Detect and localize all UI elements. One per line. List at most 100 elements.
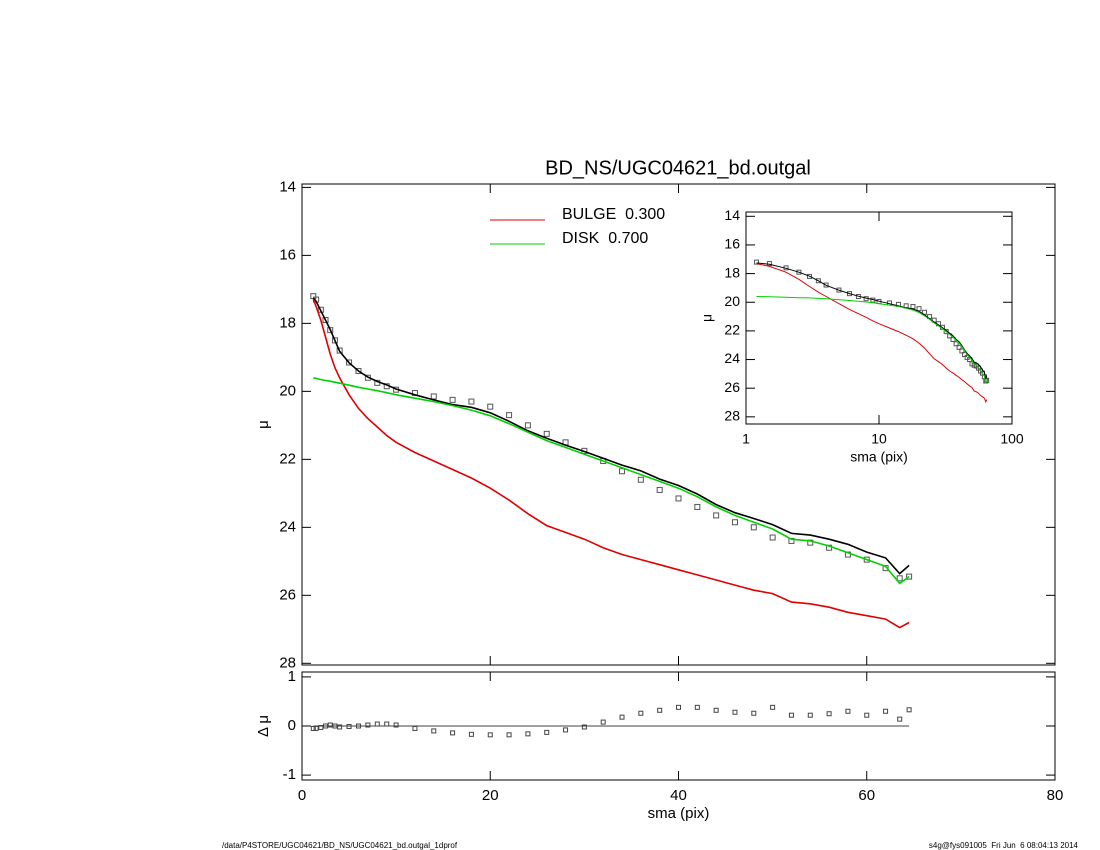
y-tick-label: 18 — [724, 264, 740, 280]
data-point — [769, 534, 776, 541]
data-point — [346, 359, 353, 366]
data-point — [910, 304, 916, 310]
y-tick-label: 26 — [724, 379, 740, 395]
y-axis-label: Δ μ — [255, 715, 272, 737]
data-point — [896, 575, 903, 582]
residual-point — [327, 722, 333, 728]
x-tick-label: 0 — [298, 787, 306, 804]
y-tick-label: 22 — [279, 450, 296, 467]
data-point — [766, 261, 772, 267]
data-point — [806, 273, 812, 279]
residual-point — [788, 712, 794, 718]
residual-point — [807, 712, 813, 718]
residual-point — [864, 712, 870, 718]
data-point — [336, 347, 343, 354]
residual-point — [346, 723, 352, 729]
residual-point — [487, 732, 493, 738]
y-tick-label: 28 — [279, 654, 296, 671]
data-point — [449, 396, 456, 403]
data-point — [327, 327, 334, 334]
data-point — [953, 341, 959, 347]
x-tick-label: 40 — [670, 787, 687, 804]
data-point — [487, 403, 494, 410]
residual-point — [883, 708, 889, 714]
residual-point — [563, 727, 569, 733]
residual-point — [468, 731, 474, 737]
data-point — [619, 468, 626, 475]
residual-point — [384, 721, 390, 727]
data-point — [916, 306, 922, 312]
residual-point — [845, 708, 851, 714]
data-point — [524, 422, 531, 429]
chart-title: BD_NS/UGC04621_bd.outgal — [545, 157, 811, 179]
residual-point — [897, 716, 903, 722]
y-tick-label: 24 — [279, 518, 296, 535]
data-point — [796, 269, 802, 275]
data-point — [543, 430, 550, 437]
residual-point — [600, 719, 606, 725]
residual-point — [412, 725, 418, 731]
y-tick-label: 16 — [279, 246, 296, 263]
x-axis-label: sma (pix) — [648, 805, 710, 822]
profile-line — [313, 377, 910, 585]
y-tick-label: 18 — [279, 314, 296, 331]
residual-point — [676, 704, 681, 710]
residual-point — [619, 714, 625, 720]
y-tick-label: 20 — [279, 382, 296, 399]
residual-point — [732, 709, 738, 715]
profile-line — [756, 263, 988, 404]
data-point — [713, 512, 720, 519]
data-point — [959, 348, 965, 354]
legend-label: BULGE 0.300 — [562, 206, 665, 223]
residual-point — [318, 724, 324, 730]
residual-point — [393, 722, 399, 728]
residual-point — [751, 710, 757, 716]
x-axis-label: sma (pix) — [850, 449, 908, 465]
data-point — [637, 476, 644, 483]
data-point — [956, 344, 962, 350]
residual-point — [770, 704, 776, 710]
residual-point — [431, 728, 437, 734]
residual-point — [374, 721, 380, 727]
residual-point — [450, 730, 456, 736]
y-tick-label: 26 — [279, 586, 296, 603]
residual-point — [544, 729, 550, 735]
y-tick-label: 14 — [724, 207, 740, 223]
x-tick-label: 20 — [482, 787, 499, 804]
data-point — [731, 519, 738, 526]
footer-right: s4g@fys091005 Fri Jun 6 08:04:13 2014 — [929, 841, 1079, 850]
y-tick-label: -1 — [283, 766, 296, 783]
y-tick-label: 1 — [288, 668, 296, 685]
profile-line — [312, 297, 910, 575]
residual-point — [525, 731, 531, 737]
data-point — [506, 412, 513, 419]
residual-point — [657, 707, 663, 713]
residual-point — [310, 725, 316, 731]
residual-point — [365, 722, 371, 728]
y-tick-label: 20 — [724, 293, 740, 309]
data-point — [754, 259, 760, 265]
data-point — [322, 316, 329, 323]
y-tick-label: 14 — [279, 178, 296, 195]
data-point — [984, 377, 990, 383]
data-point — [355, 367, 362, 374]
residual-point — [826, 711, 832, 717]
footer-left: /data/P4STORE/UGC04621/BD_NS/UGC04621_bd… — [222, 841, 458, 850]
y-tick-label: 16 — [724, 236, 740, 252]
profile-line — [756, 262, 988, 380]
y-tick-label: 0 — [288, 717, 296, 734]
data-point — [750, 524, 757, 531]
x-tick-label: 80 — [1047, 787, 1064, 804]
residual-point — [355, 723, 361, 729]
y-tick-label: 28 — [724, 408, 740, 424]
profile-line — [312, 299, 910, 629]
residual-point — [337, 724, 343, 730]
residual-point — [638, 710, 644, 716]
profile-line — [756, 296, 988, 384]
x-tick-label: 10 — [871, 431, 887, 447]
data-point — [836, 287, 842, 293]
x-tick-label: 1 — [742, 431, 750, 447]
y-tick-label: 24 — [724, 350, 740, 366]
residual-point — [332, 723, 338, 729]
